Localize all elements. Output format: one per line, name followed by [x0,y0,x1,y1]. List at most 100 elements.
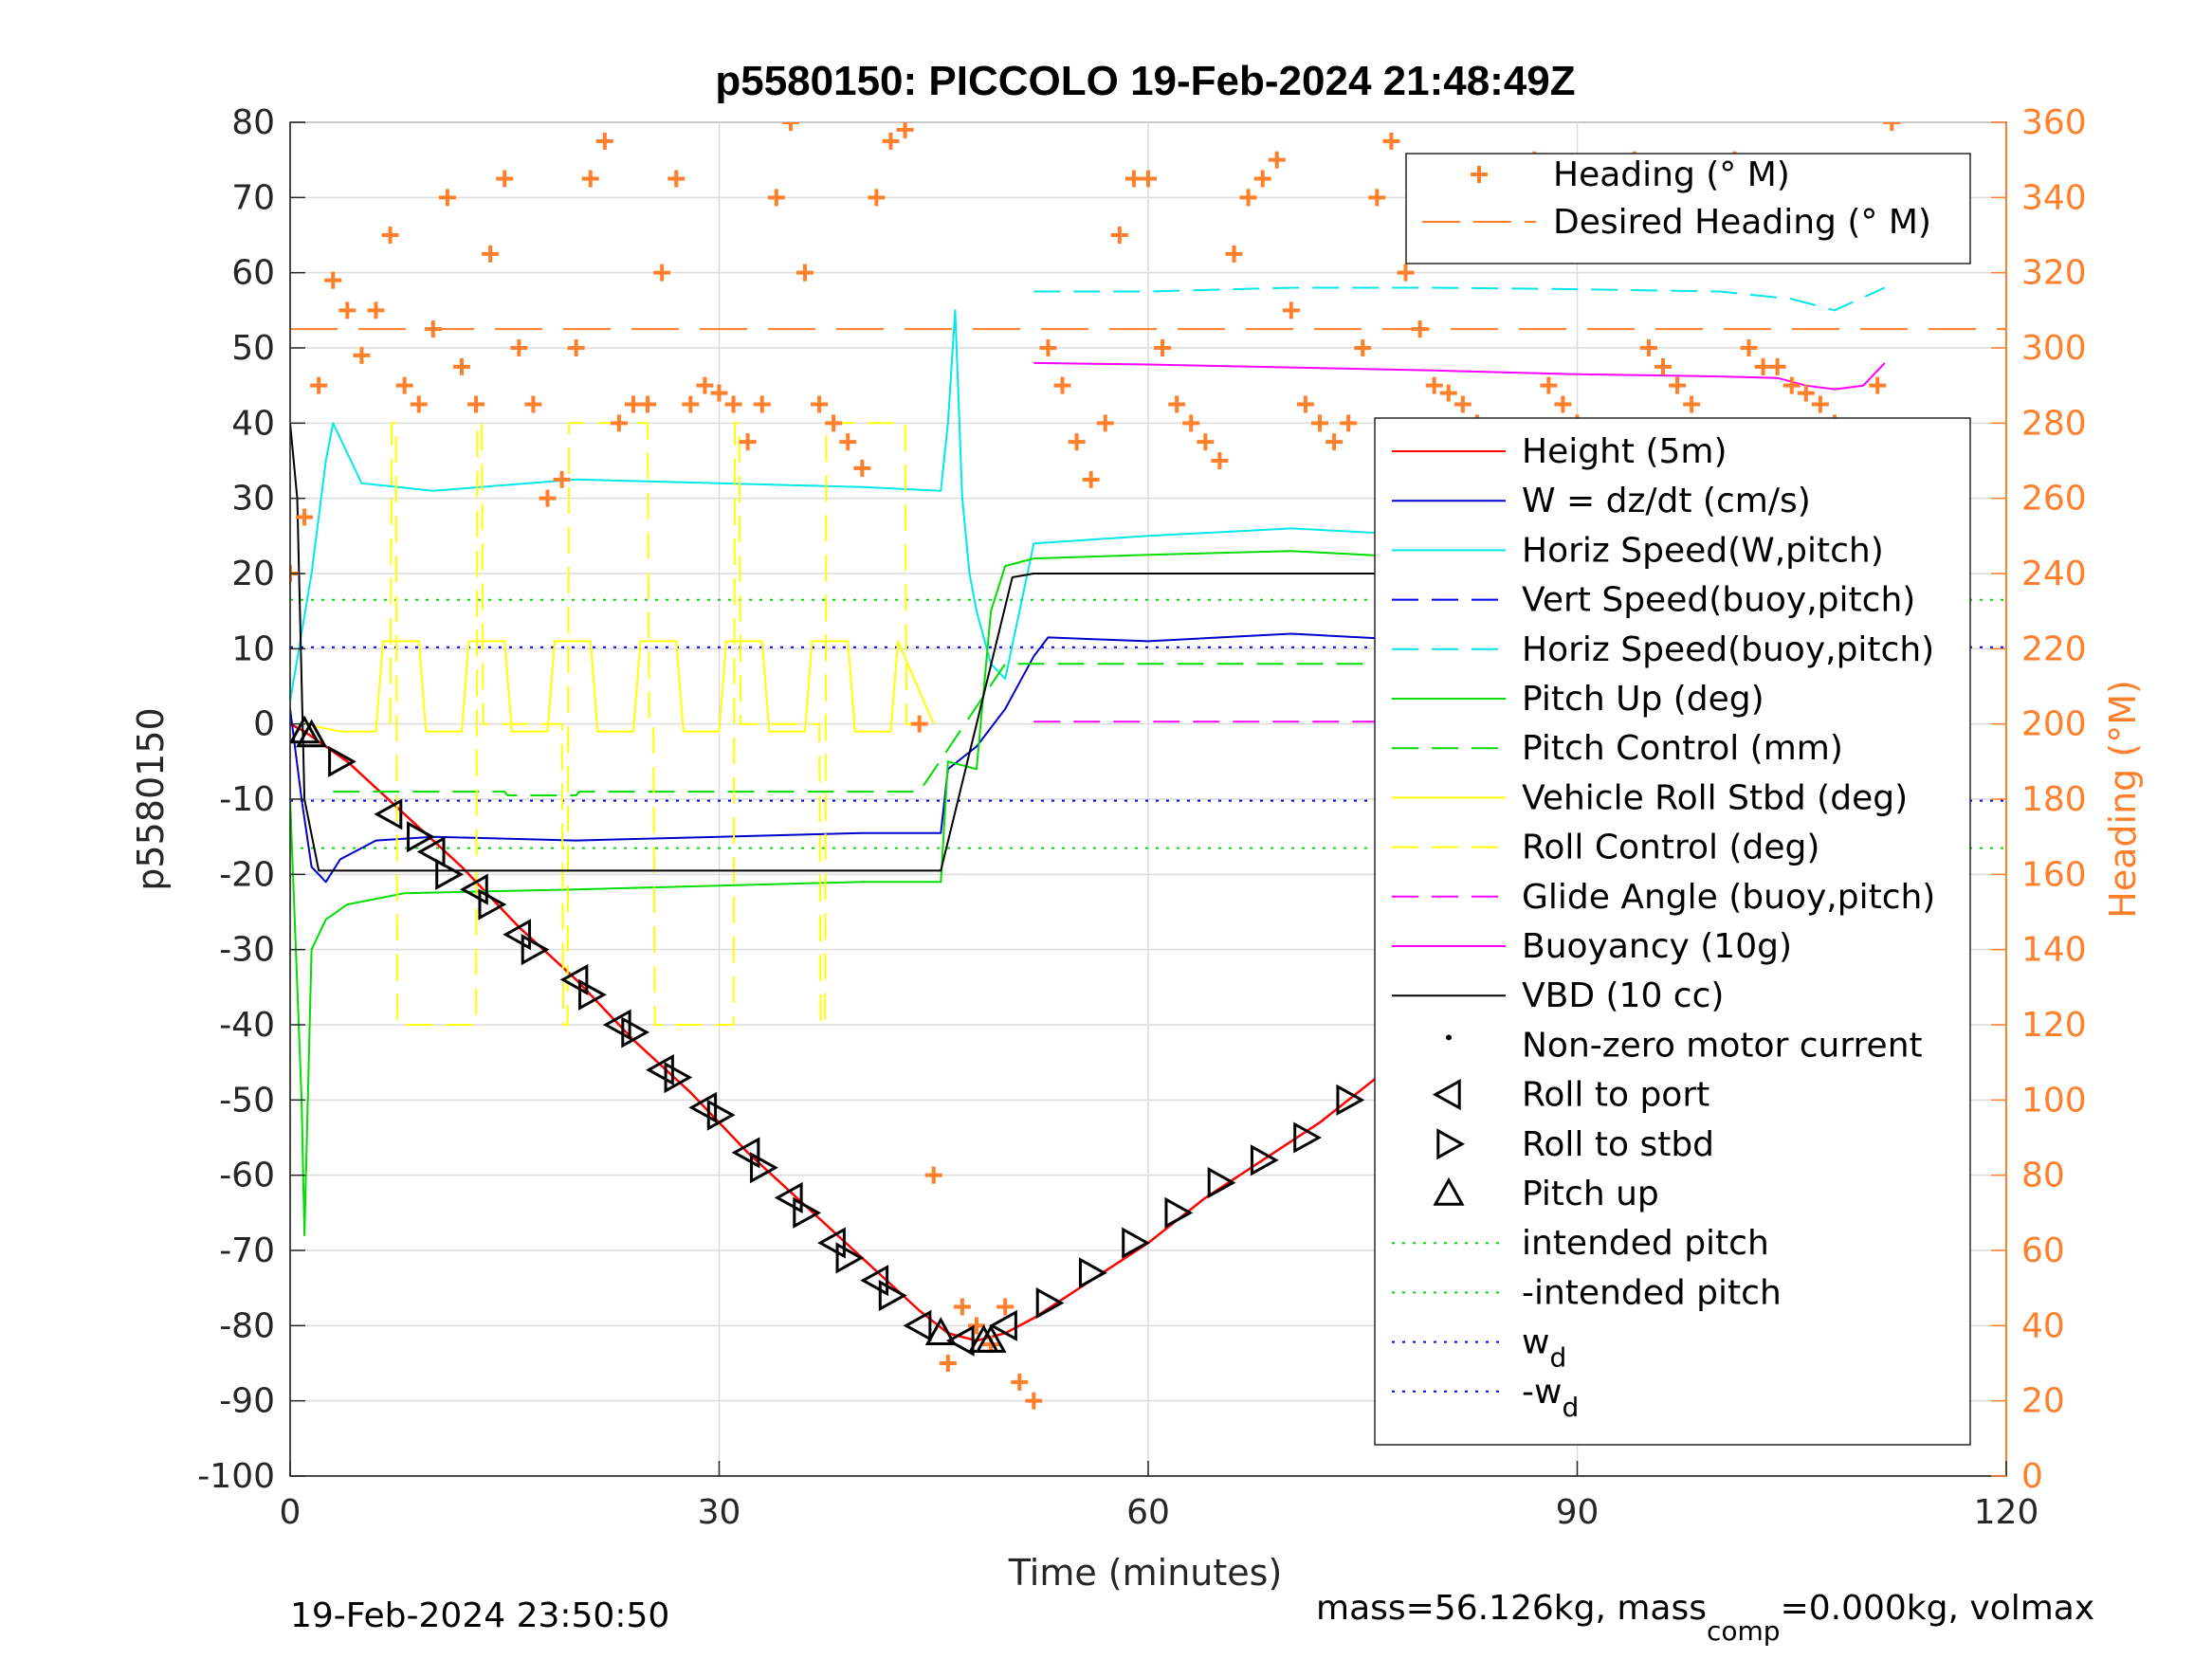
heading-point [682,395,700,413]
legend-label-7: Pitch Control (mm) [1522,729,1843,768]
heading-point [553,470,571,488]
heading-point [1540,376,1558,394]
heading-point [1768,357,1786,375]
legend-label-1: Height (5m) [1522,432,1728,471]
heading-point [1354,339,1372,356]
y-tick-label-left: 50 [231,329,275,368]
y-tick-label-left: -80 [219,1306,275,1345]
marker-roll-to-port [817,1227,846,1259]
y-tick-label-left: 70 [231,178,275,217]
marker-pitch-up [296,719,328,748]
marker-roll-to-stbd [750,1152,778,1184]
heading-point [353,346,371,364]
heading-point [338,301,356,319]
marker-pitch-up [290,715,320,744]
heading-point [539,489,557,507]
heading-point [438,189,456,207]
heading-point [296,508,314,526]
heading-point [482,245,500,263]
y-tick-label-right: 320 [2021,254,2087,293]
heading-point [1096,414,1114,432]
heading-point [595,132,613,150]
heading-point [1011,1373,1029,1391]
series-group [290,122,1901,1410]
marker-roll-to-stbd [706,1099,736,1131]
heading-point [1110,227,1128,244]
marker-roll-to-stbd [328,745,356,777]
legend-main: Height (5m) W = dz/dt (cm/s) Horiz Speed(W… [1374,417,1971,1446]
marker-roll-to-port [945,1324,975,1357]
heading-point [567,339,585,356]
legend-label-13: Non-zero motor current [1522,1026,1923,1065]
marker-roll-to-stbd [521,934,550,966]
legend-label-main: -w [1522,1373,1562,1412]
heading-point [1340,414,1358,432]
heading-point [1883,122,1901,131]
marker-roll-to-stbd [878,1280,907,1312]
series-vehicle-roll-stbd-deg [303,640,935,733]
heading-point [1453,395,1472,413]
heading-point [1082,470,1100,488]
legend-label-17: intended pitch [1522,1224,1769,1263]
marker-roll-to-stbd [1035,1286,1065,1320]
heading-point [1683,395,1701,413]
y-tick-label-left: 30 [231,480,275,519]
heading-point [667,170,686,188]
y-tick-label-left: -50 [219,1081,275,1120]
legend-heading-label-1: Heading (° M) [1553,155,1790,194]
heading-point [395,376,413,394]
legend-label-4: Vert Speed(buoy,pitch) [1522,581,1915,620]
y-tick-label-left: 80 [231,103,275,142]
series-buoyancy-10g [1033,361,1886,391]
footer-mass-part2: =0.000kg, volmax [1781,1589,2095,1628]
y-tick-label-right: 100 [2021,1081,2087,1120]
marker-roll-to-stbd [664,1061,693,1094]
heading-point [1154,339,1172,356]
heading-point [1296,395,1314,413]
y-tick-label-right: 20 [2021,1382,2065,1421]
heading-point [1168,395,1186,413]
heading-point [581,170,599,188]
y-tick-label-right: 260 [2021,480,2087,519]
heading-point [410,395,428,413]
marker-roll-to-port [374,798,403,830]
y-tick-label-right: 160 [2021,855,2087,894]
legend-label-20: -wd [1522,1373,1579,1423]
heading-point [896,122,914,138]
heading-point [639,395,657,413]
y-tick-label-left: -70 [219,1231,275,1270]
heading-point [453,357,470,375]
heading-point [1811,395,1829,413]
heading-point [367,301,385,319]
heading-point [1368,189,1386,207]
marker-roll-to-stbd [1207,1167,1236,1199]
heading-point [653,264,671,282]
heading-point [710,384,728,402]
heading-point [1554,395,1572,413]
marker-roll-to-stbd [1250,1144,1279,1176]
heading-point [1325,433,1344,451]
legend-label-11: Buoyancy (10g) [1522,927,1792,966]
heading-point [424,320,442,338]
heading-point [1669,376,1687,394]
y-tick-label-left: 40 [231,404,275,443]
heading-point [524,395,542,413]
heading-point [811,395,829,413]
legend-label-15: Roll to stbd [1522,1125,1714,1164]
y-tick-label-left: -10 [219,780,275,819]
heading-point [1182,414,1200,432]
legend-heading-box [1405,153,1971,264]
legend-label-5: Horiz Speed(buoy,pitch) [1522,630,1934,669]
legend-heading-marker [1471,166,1488,183]
legend-main-box [1374,417,1971,1446]
heading-point [924,1166,942,1184]
marker-roll-to-port [646,1054,674,1086]
heading-point [839,433,857,451]
legend-label-3: Horiz Speed(W,pitch) [1522,531,1884,570]
marker-roll-to-port [903,1309,932,1341]
legend-label-19: wd [1522,1323,1566,1374]
heading-point [310,376,328,394]
y-tick-label-left: -90 [219,1382,275,1421]
heading-point [825,414,843,432]
